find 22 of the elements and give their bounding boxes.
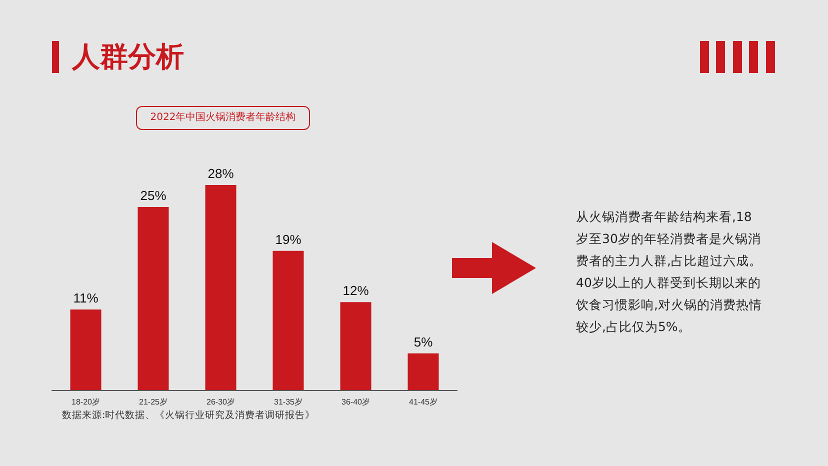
- data-label: 5%: [414, 334, 434, 350]
- bar: [408, 353, 439, 390]
- x-tick-label: 21-25岁: [139, 398, 168, 406]
- x-tick-label: 41-45岁: [409, 398, 438, 406]
- data-label: 28%: [208, 166, 234, 181]
- source-note: 数据来源:时代数据、《火锅行业研究及消费者调研报告》: [62, 409, 316, 422]
- chart-title: 人群分析: [72, 39, 184, 75]
- bar: [272, 250, 304, 390]
- x-tick-label: 31-35岁: [274, 398, 302, 406]
- data-label: 19%: [275, 232, 302, 247]
- bar: [205, 185, 236, 390]
- data-label: 12%: [342, 283, 370, 298]
- x-tick-label: 26-30岁: [206, 398, 235, 406]
- bar: [340, 302, 372, 390]
- chart-subtitle: 2022年中国火锅消费者年龄结构: [136, 106, 310, 130]
- data-label: 11%: [73, 290, 99, 306]
- text: 从火锅消费者年龄结构来看,18岁至30岁的年轻消费者是火锅消费者的主力人群,占比超过六成。40岁以上的人群受到长期以来的饮食习惯影响,对火锅的消费热情较少,占比仅为5%。: [576, 208, 762, 336]
- bar: [138, 206, 169, 390]
- bar: [70, 309, 102, 390]
- data-label: 25%: [140, 188, 167, 203]
- x-tick-label: 18-20岁: [72, 398, 100, 406]
- x-tick-label: 36-40岁: [342, 398, 370, 406]
